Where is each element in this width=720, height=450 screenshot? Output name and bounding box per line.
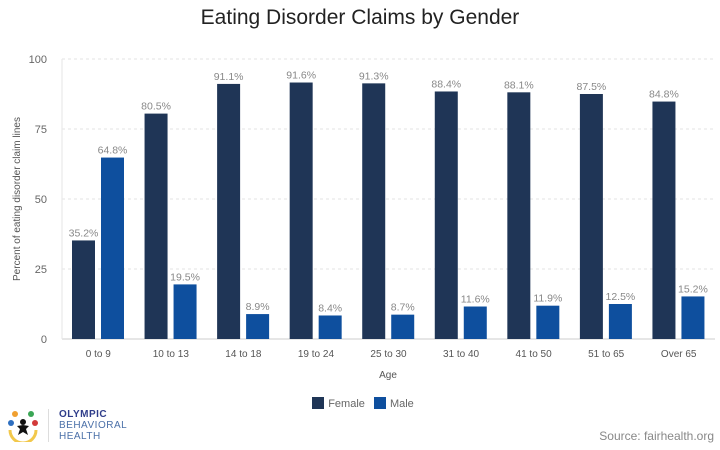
logo-line1: OLYMPIC [59,408,108,420]
logo-figures-icon [8,411,38,442]
y-tick-label: 75 [35,124,47,136]
legend-swatch-male [373,397,386,409]
bar-female [217,83,241,339]
x-tick-label: Over 65 [661,349,697,360]
bar-female [362,83,386,339]
legend: Female Male [0,397,720,410]
bar-male [391,314,415,339]
data-label: 91.3% [359,70,389,82]
source-note: Source: fairhealth.org [599,429,714,443]
bar-female [434,91,458,339]
bar-male [318,315,342,339]
data-label: 8.7% [391,302,415,314]
data-label: 12.5% [605,291,635,303]
bar-female [72,240,95,339]
data-label: 88.1% [504,79,534,91]
legend-male: Male [389,398,414,410]
legend-swatch-female [312,397,325,409]
x-tick-label: 0 to 9 [86,349,111,360]
bar-female [652,101,676,339]
bar-male [463,306,487,339]
data-label: 80.5% [141,101,171,113]
y-tick-label: 25 [35,264,47,276]
bar-male [246,314,270,339]
data-label: 64.8% [98,145,128,157]
data-label: 87.5% [576,81,606,93]
y-tick-label: 0 [41,334,47,346]
x-tick-label: 14 to 18 [225,349,262,360]
data-label: 19.5% [170,271,200,283]
bar-male [608,304,632,339]
x-tick-label: 25 to 30 [370,349,407,360]
y-axis-label: Percent of eating disorder claim lines [12,117,23,281]
chart-title: Eating Disorder Claims by Gender [200,6,520,29]
bar-female [144,113,168,339]
logo-line3: HEALTH [59,430,101,442]
data-label: 91.6% [286,70,316,82]
bar-male [536,305,560,339]
legend-female: Female [328,398,365,410]
logo-line2: BEHAVIORAL [59,419,128,431]
data-label: 8.4% [318,302,342,314]
y-tick-label: 50 [35,194,47,206]
data-label: 11.6% [461,294,490,306]
x-tick-label: 31 to 40 [443,349,480,360]
bar-chart: 0 25 50 75 100 35.2% 64.8% 0 to 9 80.5% 19.5% 10 … [12,54,715,381]
bar-male [101,157,124,339]
data-label: 35.2% [69,227,99,239]
x-tick-label: 51 to 65 [588,349,625,360]
data-label: 11.9% [533,293,562,305]
data-label: 84.8% [649,89,679,101]
x-axis-label: Age [379,370,397,381]
data-label: 15.2% [678,283,708,295]
bar-male [681,296,705,339]
data-label: 8.9% [246,301,270,313]
y-tick-label: 100 [29,54,47,66]
olympic-behavioral-health-logo: OLYMPIC BEHAVIORAL HEALTH [6,408,127,442]
x-tick-label: 19 to 24 [298,349,335,360]
data-label: 91.1% [214,71,244,83]
bar-male [173,284,197,339]
x-tick-label: 10 to 13 [153,349,190,360]
bar-female [507,92,531,339]
bar-female [289,82,313,340]
data-label: 88.4% [431,78,461,90]
x-tick-label: 41 to 50 [516,349,553,360]
bar-female [579,94,603,339]
